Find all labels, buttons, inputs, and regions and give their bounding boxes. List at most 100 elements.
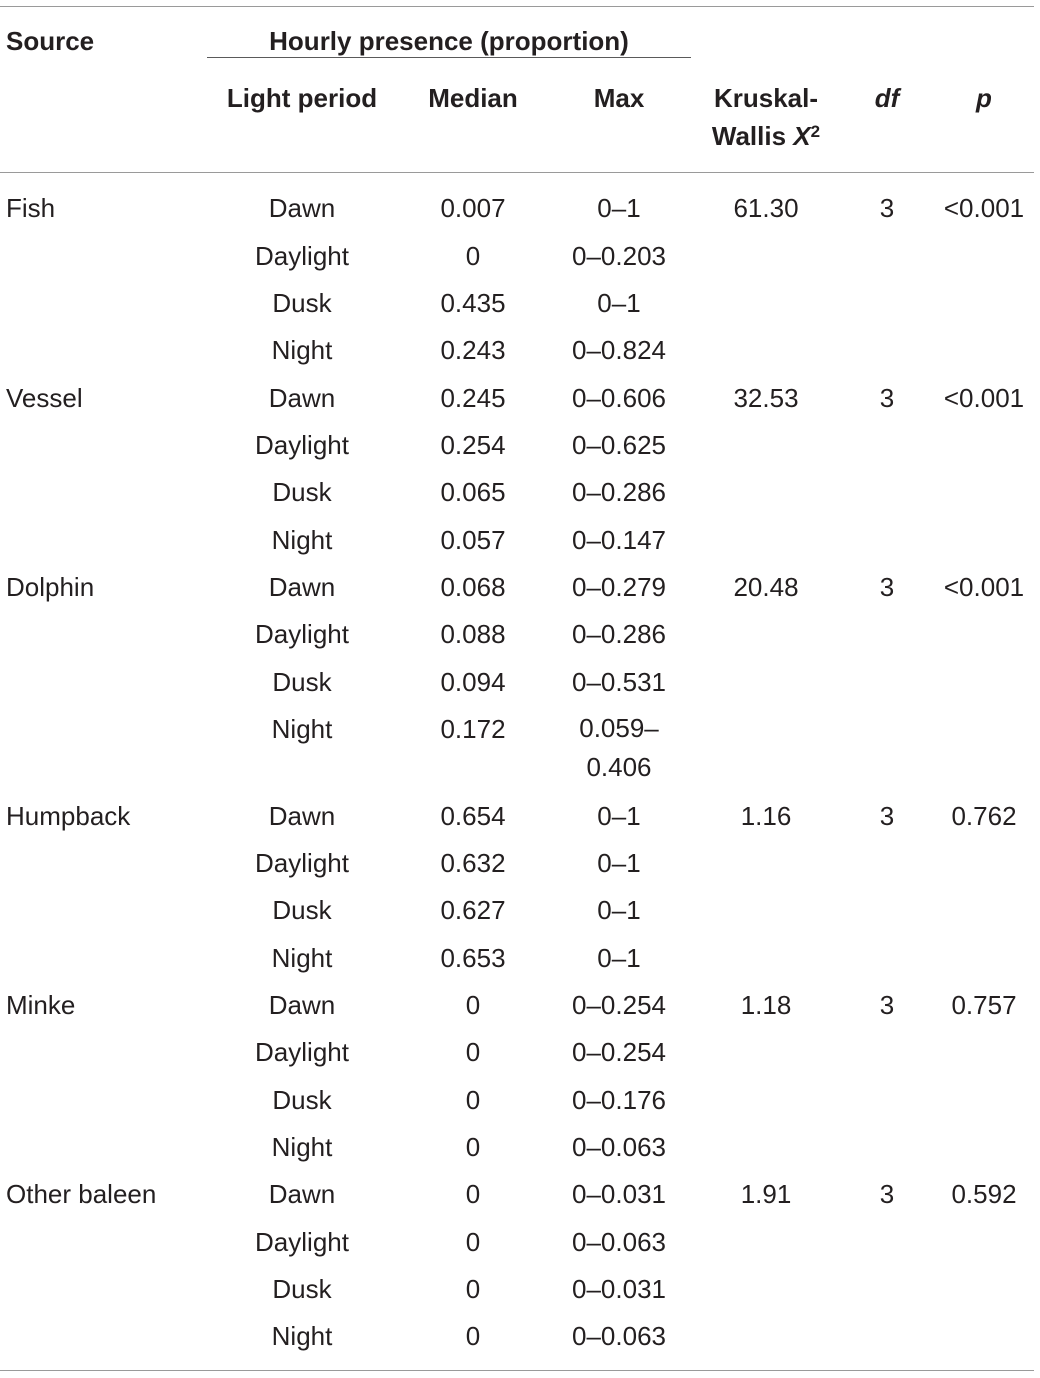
cell-max: 0–0.254 [572,1037,666,1067]
table-row: Daylight 0.088 0–0.286 [0,614,1034,662]
cell-max: 0–1 [597,288,641,318]
cell-df: 3 [879,193,895,223]
header-source: Source [6,26,95,56]
cell-source: Dolphin [6,572,95,602]
table-row: Night 0 0–0.063 [0,1316,1034,1364]
cell-light-period: Night [271,943,333,973]
cell-p: <0.001 [943,383,1025,413]
cell-max: 0–0.063 [572,1132,666,1162]
cell-max: 0–0.176 [572,1085,666,1115]
cell-light-period: Dawn [268,383,336,413]
table-row: Daylight 0 0–0.203 [0,236,1034,284]
cell-light-period: Dawn [268,1179,336,1209]
cell-median: 0.627 [440,895,506,925]
cell-max: 0–0.063 [572,1227,666,1257]
cell-source: Humpback [6,801,131,831]
cell-df: 3 [879,1179,895,1209]
table-row: Night 0.057 0–0.147 [0,520,1034,568]
cell-light-period: Night [271,525,333,555]
cell-median: 0.653 [440,943,506,973]
table-row: Dusk 0.094 0–0.531 [0,662,1034,710]
cell-light-period: Dawn [268,990,336,1020]
cell-max: 0–0.203 [572,241,666,271]
cell-max: 0–0.031 [572,1274,666,1304]
header-median: Median [428,83,518,113]
table-row: Night 0.172 0.059–0.406 [0,709,1034,782]
cell-p: <0.001 [943,572,1025,602]
cell-max: 0–0.147 [572,525,666,555]
cell-kruskal-wallis: 20.48 [733,572,799,602]
header-hourly-presence: Hourly presence (proportion) [269,26,629,56]
header-kw-symbol: X [793,121,811,151]
header-kw-line2: Wallis [711,121,794,151]
cell-light-period: Dawn [268,801,336,831]
cell-light-period: Dusk [272,288,332,318]
cell-median: 0 [465,1227,481,1257]
table-row: Dusk 0.065 0–0.286 [0,472,1034,520]
cell-median: 0 [465,1132,481,1162]
cell-light-period: Night [271,714,333,744]
table-row: Dolphin Dawn 0.068 0–0.279 20.48 3 <0.001 [0,567,1034,615]
cell-median: 0 [465,1037,481,1067]
cell-median: 0.057 [440,525,506,555]
cell-light-period: Dawn [268,572,336,602]
cell-max: 0–0.286 [572,477,666,507]
table-row: Minke Dawn 0 0–0.254 1.18 3 0.757 [0,985,1034,1033]
cell-median: 0.243 [440,335,506,365]
cell-max: 0–0.031 [572,1179,666,1209]
header-df: df [874,83,900,113]
cell-light-period: Dusk [272,1085,332,1115]
table-row: Daylight 0 0–0.254 [0,1032,1034,1080]
cell-kruskal-wallis: 1.18 [740,990,792,1020]
cell-source: Other baleen [6,1179,157,1209]
cell-light-period: Dusk [272,1274,332,1304]
cell-p: 0.762 [951,801,1017,831]
cell-max: 0–1 [597,801,641,831]
cell-df: 3 [879,383,895,413]
cell-median: 0.065 [440,477,506,507]
table-row: Vessel Dawn 0.245 0–0.606 32.53 3 <0.001 [0,378,1034,426]
header-light-period: Light period [226,83,378,113]
header-bottom-rule [0,172,1034,173]
table-bottom-rule [0,1370,1034,1371]
cell-max: 0–0.254 [572,990,666,1020]
cell-p: 0.757 [951,990,1017,1020]
cell-median: 0 [465,1179,481,1209]
cell-median: 0 [465,1274,481,1304]
table-row: Humpback Dawn 0.654 0–1 1.16 3 0.762 [0,796,1034,844]
cell-light-period: Dusk [272,477,332,507]
cell-max: 0–0.063 [572,1321,666,1351]
cell-source: Minke [6,990,76,1020]
cell-light-period: Daylight [255,619,349,649]
cell-kruskal-wallis: 1.16 [740,801,792,831]
cell-median: 0.172 [440,714,506,744]
cell-max: 0–0.606 [572,383,666,413]
table-row: Night 0.243 0–0.824 [0,330,1034,378]
table-row: Night 0 0–0.063 [0,1127,1034,1175]
cell-median: 0 [465,1321,481,1351]
header-p: p [976,83,992,113]
table-row: Daylight 0.632 0–1 [0,843,1034,891]
cell-max: 0–1 [597,848,641,878]
cell-median: 0.435 [440,288,506,318]
cell-df: 3 [879,990,895,1020]
table-row: Dusk 0 0–0.176 [0,1080,1034,1128]
cell-p: 0.592 [951,1179,1017,1209]
cell-max: 0–1 [597,193,641,223]
cell-light-period: Daylight [255,241,349,271]
table-row: Other baleen Dawn 0 0–0.031 1.91 3 0.592 [0,1174,1034,1222]
cell-median: 0.068 [440,572,506,602]
cell-light-period: Night [271,1321,333,1351]
table-row: Dusk 0.627 0–1 [0,890,1034,938]
cell-median: 0.007 [440,193,506,223]
cell-kruskal-wallis: 32.53 [733,383,799,413]
cell-light-period: Dusk [272,667,332,697]
header-max: Max [593,83,645,113]
cell-kruskal-wallis: 1.91 [740,1179,792,1209]
cell-light-period: Daylight [255,430,349,460]
table-row: Daylight 0.254 0–0.625 [0,425,1034,473]
cell-max: 0–0.625 [572,430,666,460]
cell-median: 0.094 [440,667,506,697]
cell-source: Vessel [6,383,83,413]
cell-max: 0–1 [597,895,641,925]
